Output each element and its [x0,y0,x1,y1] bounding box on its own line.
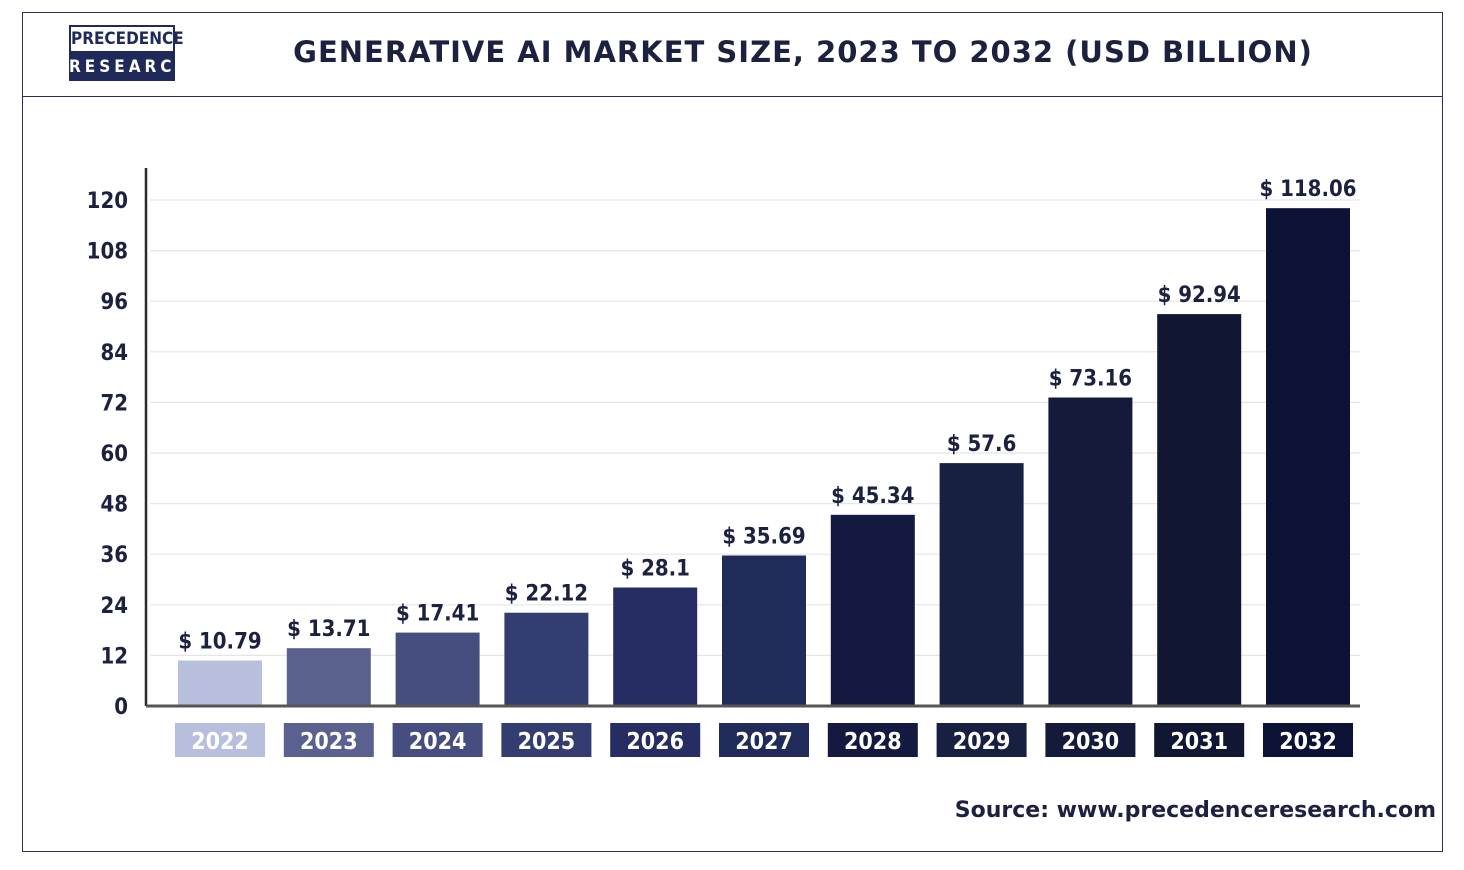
category-box-2024 [392,723,483,757]
y-tick-label-60: 60 [100,442,128,467]
data-label-2024: $ 17.41 [396,602,479,627]
x-tick-label-2026: 2026 [626,729,684,755]
bar-2032 [1266,208,1350,705]
category-box-2022 [175,723,265,757]
bar-2027 [722,555,806,705]
y-tick-label-84: 84 [100,341,128,366]
bar-2026 [613,587,698,705]
logo-line1: PRECEDENCE [69,25,184,53]
precedence-research-logo: PRECEDENCE RESEARCH [69,25,188,81]
source-text: Source: www.precedenceresearch.com [954,798,1436,823]
bar-2028 [830,514,915,705]
x-tick-label-2027: 2027 [735,729,793,755]
x-tick-label-2030: 2030 [1062,729,1120,755]
x-tick-label-2023: 2023 [300,729,358,755]
category-box-2026 [610,723,701,757]
chart-title: GENERATIVE AI MARKET SIZE, 2023 TO 2032 … [293,35,1313,69]
data-label-2027: $ 35.69 [722,525,805,550]
y-tick-label-12: 12 [100,644,128,669]
data-label-2026: $ 28.1 [620,557,690,582]
bar-2023 [286,648,371,705]
bar-2022 [178,660,262,705]
data-label-2031: $ 92.94 [1158,283,1241,308]
category-box-2023 [283,723,374,757]
y-tick-label-72: 72 [100,391,128,416]
x-tick-label-2022: 2022 [191,729,249,755]
y-tick-label-36: 36 [100,543,128,568]
data-label-2025: $ 22.12 [505,582,588,607]
header: PRECEDENCE RESEARCH GENERATIVE AI MARKET… [23,13,1442,97]
category-box-2028 [827,723,918,757]
category-box-2032 [1263,723,1353,757]
y-tick-label-120: 120 [87,189,128,214]
data-label-2030: $ 73.16 [1049,367,1132,392]
y-tick-label-108: 108 [87,240,128,265]
x-tick-label-2032: 2032 [1279,729,1337,755]
category-box-2031 [1154,723,1245,757]
x-tick-label-2025: 2025 [518,729,576,755]
x-tick-label-2024: 2024 [409,729,467,755]
bar-2025 [504,612,589,705]
bar-2031 [1157,314,1242,705]
category-box-2025 [501,723,592,757]
data-label-2032: $ 118.06 [1259,177,1356,202]
y-tick-label-48: 48 [100,493,128,518]
y-tick-label-96: 96 [100,290,128,315]
bar-2029 [939,463,1024,705]
x-tick-label-2031: 2031 [1170,729,1228,755]
y-tick-label-0: 0 [114,695,128,720]
data-label-2023: $ 13.71 [287,617,370,642]
bar-2024 [395,632,480,705]
category-box-2029 [936,723,1027,757]
bar-2030 [1048,397,1133,705]
y-tick-label-24: 24 [100,594,128,619]
data-label-2022: $ 10.79 [178,630,261,655]
logo-line2: RESEARCH [69,53,188,81]
category-box-2030 [1045,723,1136,757]
data-label-2029: $ 57.6 [947,432,1017,457]
x-tick-label-2029: 2029 [953,729,1011,755]
data-label-2028: $ 45.34 [831,484,914,509]
category-box-2027 [719,723,809,757]
x-tick-label-2028: 2028 [844,729,902,755]
